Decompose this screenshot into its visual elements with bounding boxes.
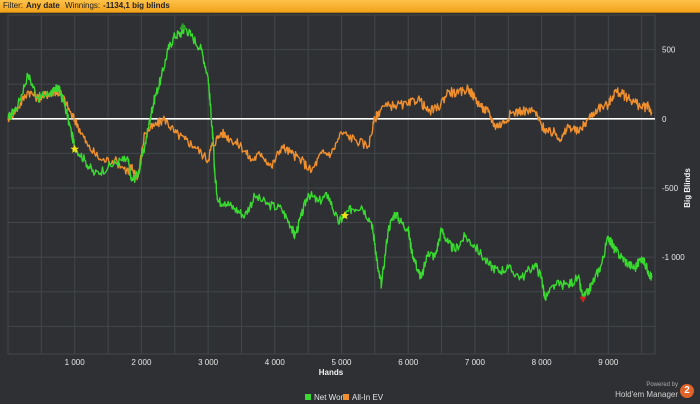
x-tick-label: 1 000 <box>65 358 86 367</box>
low-marker <box>579 296 587 303</box>
filter-label: Filter: <box>3 1 23 10</box>
y-tick-label: 500 <box>662 46 676 55</box>
powered-by-text: Powered by <box>646 382 678 388</box>
star-marker <box>70 144 79 153</box>
x-tick-label: 2 000 <box>131 358 152 367</box>
x-tick-label: 5 000 <box>331 358 352 367</box>
x-tick-label: 6 000 <box>398 358 419 367</box>
grid <box>7 14 656 355</box>
y-axis-title: Big Blinds <box>683 168 692 208</box>
legend: Net Won All-In EV <box>305 393 384 402</box>
x-tick-label: 7 000 <box>465 358 486 367</box>
winnings-label: Winnings: <box>65 1 101 10</box>
product-version-badge: 2 <box>680 384 694 398</box>
x-tick-label: 9 000 <box>598 358 619 367</box>
series-line-net-won <box>7 25 653 302</box>
y-tick-label: -1 000 <box>662 253 685 262</box>
series-line-all-in-ev <box>7 84 653 181</box>
filter-date[interactable]: Any date <box>26 1 60 10</box>
y-tick-label: -500 <box>662 184 679 193</box>
winnings-value: -1134,1 big blinds <box>103 1 170 10</box>
branding: Powered by Hold'em Manager <box>615 381 678 399</box>
x-tick-label: 3 000 <box>198 358 219 367</box>
legend-label-all-in-ev: All-In EV <box>352 393 384 402</box>
winnings-graph: 500 0 -500 -1 000 1 000 2 000 3 000 4 000 5 000… <box>7 14 692 402</box>
y-tick-labels: 500 0 -500 -1 000 <box>662 46 685 263</box>
y-tick-label: 0 <box>662 115 667 124</box>
filter-bar: Filter: Any date Winnings: -1134,1 big bli… <box>0 0 700 13</box>
series-layer <box>7 25 653 302</box>
legend-label-net-won: Net Won <box>314 393 345 402</box>
x-axis-title: Hands <box>319 368 344 377</box>
x-tick-label: 4 000 <box>265 358 286 367</box>
plot-border <box>7 14 656 355</box>
legend-swatch-net-won <box>305 394 311 400</box>
peak-marker <box>179 22 187 30</box>
legend-swatch-all-in-ev <box>343 394 349 400</box>
star-marker <box>340 211 350 220</box>
x-tick-labels: 1 000 2 000 3 000 4 000 5 000 6 000 7 000 8 000… <box>65 358 619 367</box>
x-tick-label: 8 000 <box>532 358 553 367</box>
marker-layer <box>70 22 587 303</box>
product-name: Hold'em Manager <box>615 390 678 399</box>
